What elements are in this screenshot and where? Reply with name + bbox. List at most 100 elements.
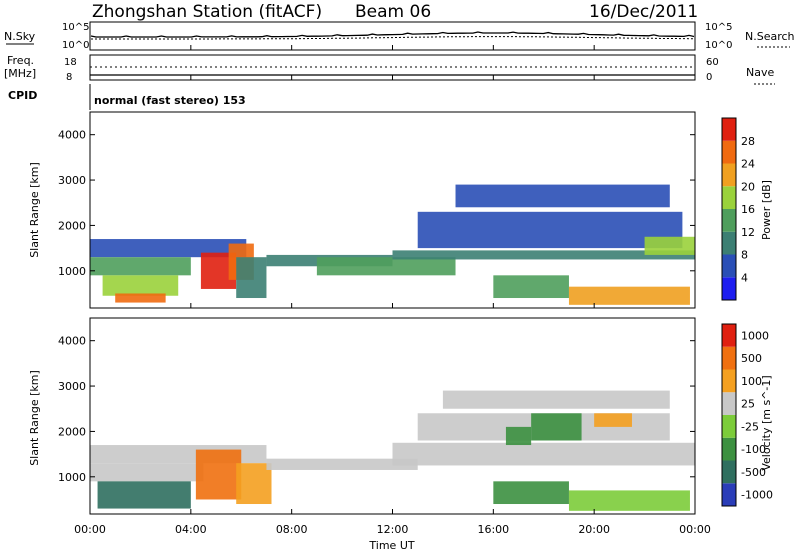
velocity-colorbar-tick-label: -500 — [741, 466, 766, 479]
x-tick-label: 00:00 — [74, 523, 106, 536]
x-tick-label: 08:00 — [276, 523, 308, 536]
power-y-tick-label: 2000 — [58, 219, 86, 232]
velocity-y-tick-label: 2000 — [58, 425, 86, 438]
velocity-colorbar-tick-label: 100 — [741, 375, 762, 388]
power-scatter-region — [644, 236, 695, 255]
velocity-scatter-region — [97, 481, 191, 509]
velocity-colorbar-segment — [722, 460, 736, 484]
power-scatter-region — [316, 257, 456, 276]
nsearch-label: N.Search — [745, 30, 795, 43]
power-colorbar-tick-label: 16 — [741, 203, 755, 216]
power-colorbar-segment — [722, 254, 736, 278]
power-colorbar-segment — [722, 186, 736, 209]
power-scatter-region — [568, 286, 690, 305]
power-scatter-region — [102, 275, 179, 296]
nsky-label: N.Sky — [4, 30, 36, 43]
power-colorbar-tick-label: 24 — [741, 158, 755, 171]
velocity-colorbar-tick-label: -25 — [741, 420, 759, 433]
velocity-colorbar-segment — [722, 346, 736, 370]
velocity-y-tick-label: 1000 — [58, 471, 86, 484]
velocity-scatter-region — [195, 449, 242, 500]
power-y-axis: 4000 3000 2000 1000 — [58, 129, 695, 278]
power-colorbar-tick-label: 8 — [741, 249, 748, 262]
velocity-colorbar-segment — [722, 369, 736, 393]
x-tick-label: 16:00 — [477, 523, 509, 536]
nsearch-tick-low: 10^0 — [705, 40, 732, 51]
velocity-colorbar-tick-label: 25 — [741, 398, 755, 411]
time-x-axis: 00:00 04:00 08:00 12:00 16:00 20:00 00:00 — [74, 45, 711, 536]
power-scatter-region — [417, 211, 683, 249]
velocity-scatter-region — [531, 413, 582, 441]
power-scatter-region — [455, 184, 670, 208]
velocity-colorbar-segment — [722, 437, 736, 461]
power-colorbar-segment — [722, 163, 736, 187]
freq-panel: Freq. [MHz] 18 8 60 0 Nave — [4, 54, 775, 85]
power-colorbar-tick-label: 4 — [741, 271, 748, 284]
freq-tick-low: 8 — [66, 72, 72, 83]
power-colorbar: 28 24 20 16 12 8 4 — [721, 117, 755, 301]
power-y-tick-label: 1000 — [58, 265, 86, 278]
power-colorbar-segment — [722, 209, 736, 232]
power-colorbar-tick-label: 12 — [741, 226, 755, 239]
velocity-y-tick-label: 3000 — [58, 380, 86, 393]
power-colorbar-tick-label: 28 — [741, 135, 755, 148]
velocity-heatmap — [90, 390, 695, 511]
nave-tick-high: 60 — [706, 57, 719, 68]
freq-tick-high: 18 — [64, 57, 77, 68]
velocity-colorbar-segment — [722, 324, 736, 347]
power-y-tick-label: 4000 — [58, 129, 86, 142]
velocity-scatter-region — [236, 463, 272, 505]
date-label: 16/Dec/2011 — [589, 2, 698, 22]
cpid-text: normal (fast stereo) 153 — [94, 94, 246, 107]
nsky-panel: N.Sky 10^5 10^0 10^5 10^0 N.Search — [4, 21, 795, 51]
power-y-label: Slant Range [km] — [28, 162, 41, 258]
power-colorbar-frame — [721, 117, 737, 301]
velocity-colorbar-tick-label: -100 — [741, 443, 766, 456]
velocity-panel: 4000 3000 2000 1000 Slant Range [km] 1000 50… — [28, 317, 773, 515]
freq-label: Freq. — [7, 54, 34, 67]
nave-label: Nave — [746, 66, 774, 79]
power-colorbar-segment — [722, 231, 736, 255]
velocity-colorbar-segment — [722, 415, 736, 438]
velocity-scatter-region — [442, 390, 670, 409]
x-tick-label: 04:00 — [175, 523, 207, 536]
velocity-y-label: Slant Range [km] — [28, 370, 41, 466]
x-tick-label: 12:00 — [377, 523, 409, 536]
power-scatter-region — [115, 293, 166, 303]
power-panel: 4000 3000 2000 1000 Slant Range [km] 28 24 20… — [28, 111, 773, 309]
power-y-tick-label: 3000 — [58, 174, 86, 187]
power-colorbar-segment — [722, 118, 736, 141]
velocity-scatter-region — [90, 463, 204, 482]
velocity-scatter-region — [392, 442, 695, 466]
power-colorbar-label: Power [dB] — [760, 180, 773, 240]
x-axis-label: Time UT — [368, 539, 414, 552]
nsky-trace — [90, 31, 695, 38]
power-colorbar-segment — [722, 140, 736, 164]
velocity-colorbar-tick-label: 1000 — [741, 329, 769, 342]
nsky-tick-high: 10^5 — [62, 22, 89, 33]
power-colorbar-segment — [722, 277, 736, 300]
beam-label: Beam 06 — [355, 2, 431, 22]
velocity-scatter-region — [266, 458, 418, 470]
velocity-colorbar-frame — [721, 323, 737, 507]
velocity-scatter-region — [594, 413, 632, 427]
power-heatmap — [90, 184, 695, 305]
station-title: Zhongshan Station (fitACF) — [92, 2, 322, 22]
velocity-scatter-region — [493, 481, 569, 505]
velocity-colorbar-tick-label: -1000 — [741, 489, 773, 502]
nsearch-tick-high: 10^5 — [705, 22, 732, 33]
power-colorbar-tick-label: 20 — [741, 180, 755, 193]
velocity-y-axis: 4000 3000 2000 1000 — [58, 335, 695, 484]
power-scatter-region — [493, 275, 569, 299]
freq-unit-label: [MHz] — [4, 67, 36, 80]
velocity-colorbar-segment — [722, 392, 736, 415]
velocity-colorbar-label: Velocity [m s^-1] — [760, 375, 773, 470]
nsky-tick-low: 10^0 — [62, 40, 89, 51]
x-tick-label: 20:00 — [578, 523, 610, 536]
velocity-colorbar-tick-label: 500 — [741, 352, 762, 365]
x-tick-label: 00:00 — [679, 523, 711, 536]
velocity-y-tick-label: 4000 — [58, 335, 86, 348]
velocity-colorbar: 1000 500 100 25 -25 -100 -500 -1000 — [721, 323, 773, 507]
velocity-scatter-region — [568, 490, 690, 511]
